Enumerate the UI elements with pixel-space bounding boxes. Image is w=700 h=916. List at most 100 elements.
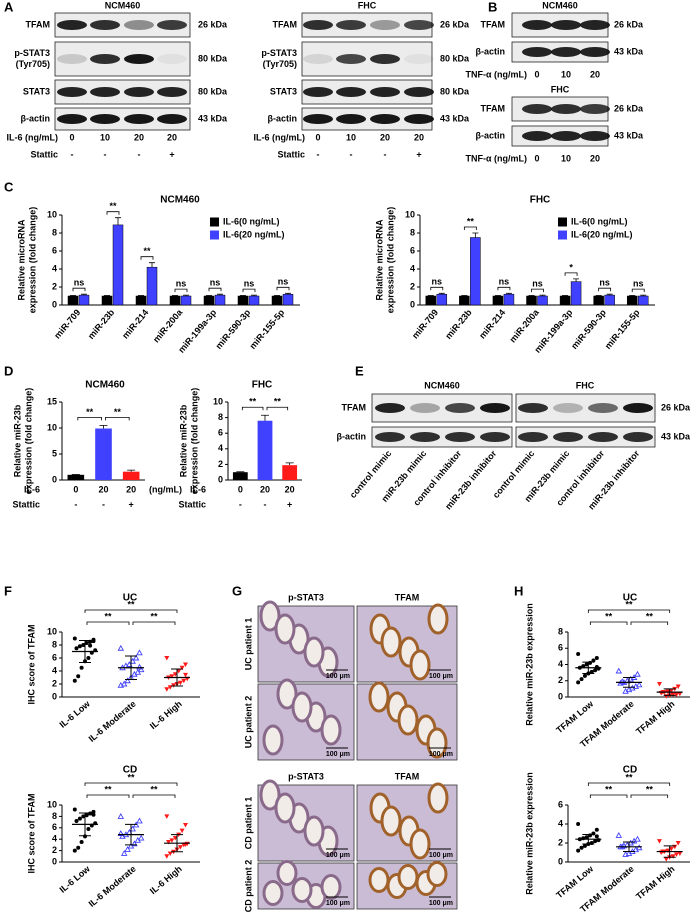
y-tick-label: 8 (218, 412, 223, 422)
crypt (380, 805, 402, 837)
x-tick-label: TFAM Low (554, 863, 596, 900)
data-point (72, 678, 77, 683)
bracket (589, 794, 628, 798)
row-label: β-actin (268, 113, 298, 123)
kda-label: 80 kDa (198, 53, 228, 63)
row-label: UC patient 1 (243, 618, 253, 671)
data-point (81, 643, 86, 647)
y-tick-label: 0 (52, 691, 57, 701)
bracket (77, 417, 102, 421)
x-row-label: IL-6 (24, 484, 40, 494)
scale-label: 100 μm (326, 852, 350, 859)
y-tick-label: 8 (558, 626, 563, 636)
significance: ns (532, 278, 543, 288)
bar (436, 293, 448, 306)
band (336, 114, 366, 124)
data-point (120, 850, 128, 856)
error-bar (183, 294, 189, 296)
crypt (262, 724, 284, 756)
y-axis-label: Relative microRNA (374, 219, 384, 301)
bar (214, 294, 226, 306)
y-tick-label: 6 (52, 245, 57, 255)
data-point (582, 673, 587, 678)
band (551, 47, 581, 57)
blot-strip (54, 41, 191, 77)
sd-bar (79, 812, 91, 837)
panel-label: F (4, 583, 12, 598)
bracket (276, 286, 290, 291)
band (480, 403, 510, 413)
condition-value: - (138, 149, 141, 159)
bar (257, 420, 273, 480)
panel-label: H (514, 583, 523, 598)
bar (112, 224, 124, 306)
bar (180, 295, 192, 306)
error-bar (505, 292, 512, 295)
bracket (587, 609, 671, 613)
y-tick-label: 4 (558, 659, 563, 669)
bracket (84, 609, 178, 613)
significance: ** (104, 784, 112, 794)
y-tick-label: 10 (47, 799, 57, 809)
y-tick-label: 0 (52, 299, 57, 309)
error-bar (285, 462, 294, 466)
band (90, 20, 120, 30)
significance: ** (625, 599, 633, 609)
x-tick-label: IL-6 High (148, 864, 184, 896)
data-point (76, 674, 81, 679)
bar (503, 293, 515, 306)
bar (282, 465, 298, 480)
band (404, 114, 434, 124)
band (370, 54, 400, 64)
band (57, 20, 87, 30)
error-bar (573, 278, 580, 282)
data-point (119, 832, 126, 839)
data-point (136, 649, 143, 656)
band (580, 104, 610, 114)
bar (593, 295, 604, 306)
data-point (179, 665, 185, 671)
y-tick-label: 10 (405, 209, 415, 219)
error-bar (127, 469, 136, 472)
band (303, 54, 333, 64)
bar (282, 293, 294, 306)
x-tick-label: miR-23b (86, 307, 117, 341)
data-point (91, 812, 96, 817)
blot-title: NCM460 (542, 0, 578, 10)
data-point (183, 672, 188, 678)
bracket (630, 794, 669, 798)
y-tick-label: 4 (52, 834, 57, 844)
y-tick-label: 6 (558, 799, 563, 809)
band (124, 114, 154, 124)
legend-swatch (558, 217, 567, 227)
error-bar (115, 217, 121, 225)
blot-strip (301, 41, 433, 77)
crypt (291, 877, 313, 903)
y-tick-label: 10 (47, 422, 57, 432)
data-point (183, 822, 188, 828)
y-tick-label: 6 (558, 643, 563, 653)
x-row-unit: (ng/mL) (149, 484, 182, 494)
band (157, 87, 187, 97)
band (303, 114, 333, 124)
kda-label: 80 kDa (440, 86, 470, 96)
band (522, 131, 552, 141)
y-tick-label: 2 (52, 281, 57, 291)
band (522, 47, 552, 57)
bar (67, 474, 85, 480)
significance: ** (249, 397, 257, 407)
data-point (581, 664, 586, 669)
x-tick-label: IL-6 Moderate (87, 864, 138, 909)
data-point (625, 686, 633, 693)
x-tick-label: TFAM High (634, 864, 676, 902)
band (518, 432, 548, 442)
bar (492, 295, 504, 306)
error-bar (285, 292, 291, 295)
x-tick-label: TFAM High (634, 699, 676, 737)
sd-bar (125, 655, 137, 680)
chart-title: CD (623, 765, 637, 776)
data-point (134, 668, 142, 675)
x-row-value: - (102, 499, 105, 509)
bar (67, 295, 79, 306)
